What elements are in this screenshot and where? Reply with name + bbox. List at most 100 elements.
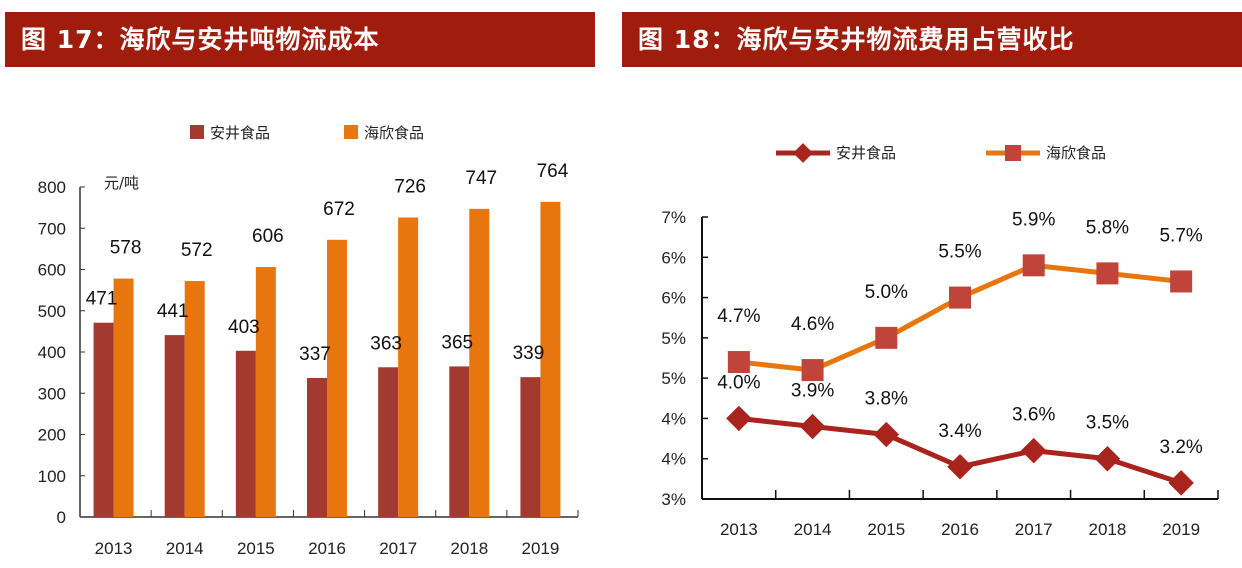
- data-label-haixin: 726: [394, 177, 426, 198]
- marker-haixin: [801, 359, 824, 382]
- data-label-anjing: 3.2%: [1159, 437, 1202, 458]
- x-tick-label: 2014: [794, 520, 832, 539]
- marker-haixin: [1096, 262, 1119, 285]
- data-label-haixin: 5.8%: [1086, 217, 1129, 238]
- bar-haixin: [113, 278, 134, 517]
- y-tick-label: 700: [38, 219, 66, 238]
- marker-haixin: [875, 326, 898, 349]
- x-tick-label: 2017: [1015, 520, 1053, 539]
- data-label-anjing: 4.0%: [717, 372, 760, 393]
- y-tick-label: 600: [38, 261, 66, 280]
- data-label-haixin: 5.7%: [1159, 225, 1202, 246]
- data-label-anjing: 3.4%: [938, 421, 981, 442]
- data-label-anjing: 403: [228, 317, 260, 338]
- marker-anjing: [726, 405, 752, 432]
- y-tick-label: 6%: [661, 248, 686, 267]
- data-label-haixin: 5.5%: [938, 242, 981, 263]
- data-label-haixin: 5.9%: [1012, 209, 1055, 230]
- legend-label-anjing-2: 安井食品: [836, 144, 896, 162]
- bar-anjing: [164, 335, 185, 517]
- y-tick-label: 300: [38, 384, 66, 403]
- data-label-anjing: 365: [441, 332, 473, 353]
- data-label-anjing: 441: [157, 301, 189, 322]
- chart-18-title: 图 18：海欣与安井物流费用占营收比: [622, 12, 1242, 67]
- legend-swatch-anjing: [190, 125, 204, 139]
- y-tick-label: 4%: [661, 450, 686, 469]
- y-tick-label: 400: [38, 343, 66, 362]
- data-label-haixin: 764: [537, 161, 569, 182]
- y-tick-label: 4%: [661, 409, 686, 428]
- y-tick-label: 800: [38, 178, 66, 197]
- chart-17-title: 图 17：海欣与安井吨物流成本: [5, 12, 595, 67]
- marker-haixin: [949, 286, 971, 309]
- data-label-anjing: 471: [86, 289, 118, 310]
- x-tick-label: 2014: [166, 539, 204, 558]
- x-tick-label: 2019: [522, 539, 560, 558]
- data-label-anjing: 3.9%: [791, 380, 834, 401]
- bar-anjing: [307, 377, 327, 517]
- chart-17-legend: 安井食品 海欣食品: [190, 124, 424, 142]
- y-tick-label: 5%: [661, 329, 686, 348]
- legend-label-haixin-2: 海欣食品: [1046, 144, 1106, 162]
- bar-anjing: [449, 366, 470, 517]
- y-tick-label: 7%: [661, 208, 686, 227]
- data-label-haixin: 672: [323, 199, 355, 220]
- chart-17-y-unit: 元/吨: [104, 174, 139, 192]
- y-tick-label: 3%: [661, 490, 686, 509]
- x-tick-label: 2018: [1089, 520, 1127, 539]
- data-label-haixin: 4.7%: [717, 306, 760, 327]
- y-tick-label: 100: [38, 467, 66, 486]
- legend-square-icon: [1005, 145, 1021, 161]
- data-label-haixin: 5.0%: [865, 282, 908, 303]
- data-label-anjing: 363: [370, 333, 402, 354]
- x-tick-label: 2015: [237, 539, 275, 558]
- marker-haixin: [727, 351, 750, 374]
- data-label-anjing: 339: [513, 343, 545, 364]
- marker-anjing: [1168, 470, 1194, 496]
- data-label-anjing: 3.5%: [1086, 413, 1129, 434]
- data-label-anjing: 337: [299, 344, 331, 365]
- marker-anjing: [947, 454, 973, 480]
- bar-haixin: [469, 208, 490, 518]
- marker-haixin: [1022, 254, 1045, 277]
- x-tick-label: 2017: [379, 539, 417, 558]
- bar-anjing: [93, 322, 114, 517]
- legend-label-anjing: 安井食品: [210, 124, 270, 142]
- x-tick-label: 2018: [450, 539, 488, 558]
- bar-haixin: [398, 217, 419, 517]
- x-tick-label: 2015: [867, 520, 905, 539]
- marker-anjing: [799, 413, 826, 440]
- y-tick-label: 0: [57, 508, 66, 527]
- x-tick-label: 2016: [941, 520, 979, 539]
- bar-haixin: [327, 239, 347, 518]
- bar-haixin: [255, 267, 276, 517]
- bar-haixin: [184, 281, 205, 517]
- y-tick-label: 5%: [661, 369, 686, 388]
- data-label-haixin: 4.6%: [791, 314, 834, 335]
- marker-anjing: [1094, 445, 1121, 472]
- bar-haixin: [540, 201, 561, 517]
- marker-anjing: [1020, 437, 1047, 464]
- data-label-haixin: 578: [110, 238, 142, 259]
- bar-anjing: [235, 350, 256, 517]
- y-tick-label: 200: [38, 426, 66, 445]
- legend-label-haixin: 海欣食品: [364, 124, 424, 142]
- y-tick-label: 6%: [661, 289, 686, 308]
- bar-anjing: [378, 367, 399, 517]
- legend-diamond-icon: [793, 143, 813, 163]
- x-tick-label: 2016: [308, 539, 346, 558]
- marker-haixin: [1170, 270, 1193, 293]
- x-tick-label: 2019: [1162, 520, 1200, 539]
- data-label-anjing: 3.8%: [865, 389, 908, 410]
- marker-anjing: [873, 421, 900, 448]
- data-label-anjing: 3.6%: [1012, 405, 1055, 426]
- x-tick-label: 2013: [95, 539, 133, 558]
- data-label-haixin: 747: [465, 168, 497, 189]
- y-tick-label: 500: [38, 302, 66, 321]
- data-label-haixin: 606: [252, 226, 284, 247]
- bar-anjing: [520, 377, 541, 517]
- data-label-haixin: 572: [181, 240, 213, 261]
- x-tick-label: 2013: [720, 520, 758, 539]
- legend-swatch-haixin: [344, 125, 358, 139]
